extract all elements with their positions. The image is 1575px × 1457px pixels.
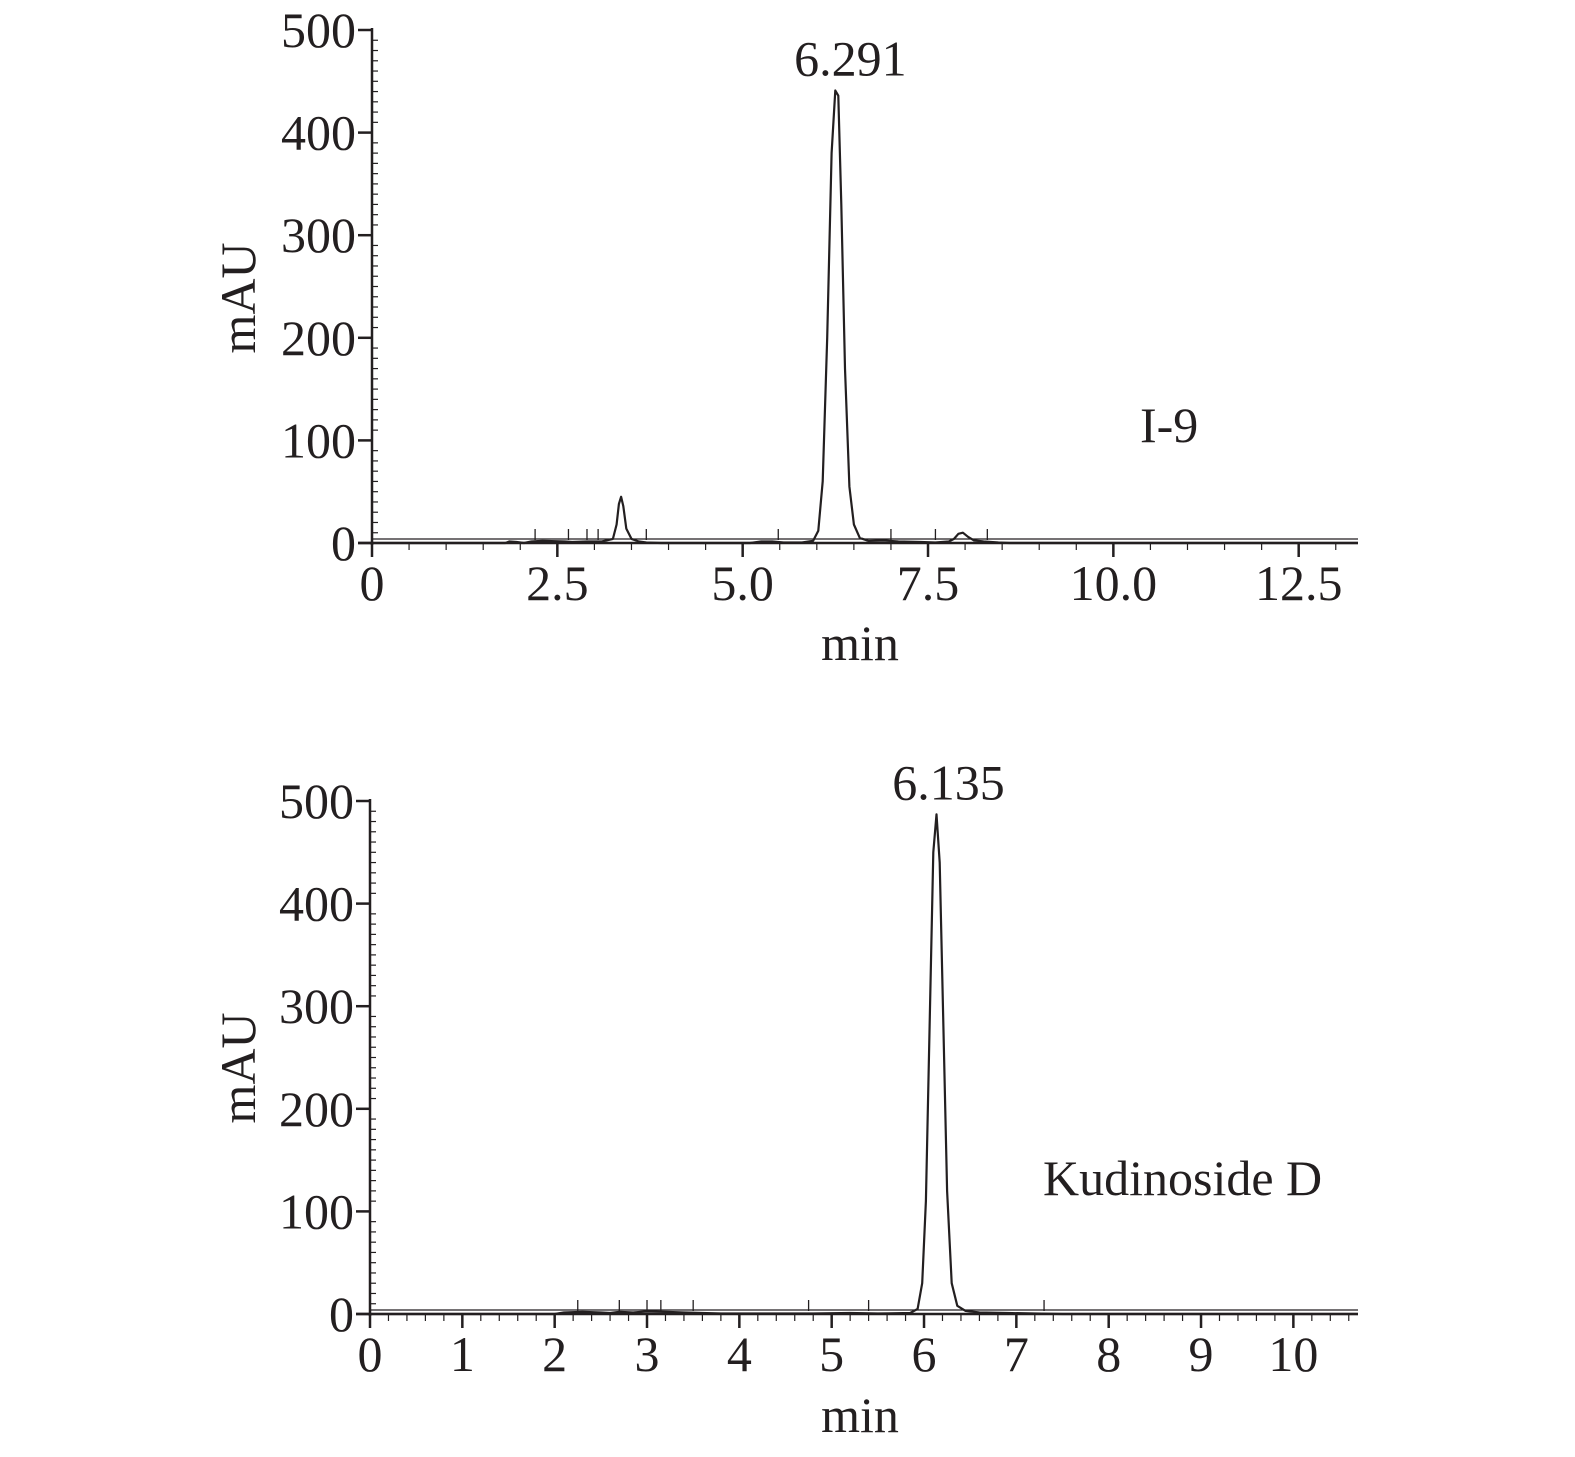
- y-tick-label: 400: [279, 876, 354, 932]
- y-tick-label: 0: [331, 515, 356, 571]
- y-tick-label: 200: [279, 1081, 354, 1137]
- y-tick-label: 300: [281, 207, 356, 263]
- chart-panel-i9: mAU min I-9 6.291 0 100 200 300 400 500 0 2.5 5.…: [210, 2, 1358, 671]
- x-tick-label: 2.5: [526, 555, 589, 611]
- x-tick-label: 6: [912, 1326, 937, 1382]
- x-axis-label: min: [821, 615, 899, 671]
- x-tick-label: 5: [819, 1326, 844, 1382]
- y-axis-label: mAU: [210, 242, 266, 353]
- x-tick-label: 3: [635, 1326, 660, 1382]
- x-axis-label: min: [821, 1387, 899, 1443]
- sample-label: Kudinoside D: [1043, 1150, 1322, 1206]
- chromatogram-trace: [370, 813, 1358, 1316]
- y-tick-label: 500: [281, 2, 356, 58]
- y-tick-label: 200: [281, 310, 356, 366]
- peak-retention-label: 6.135: [892, 754, 1005, 810]
- y-axis-label: mAU: [210, 1012, 266, 1123]
- y-tick-label: 100: [279, 1183, 354, 1239]
- x-tick-label: 5.0: [711, 555, 774, 611]
- x-tick-label: 0: [358, 1326, 383, 1382]
- x-tick-label: 2: [542, 1326, 567, 1382]
- chromatogram-trace: [372, 89, 1358, 545]
- x-tick-label: 0: [360, 555, 385, 611]
- x-tick-label: 9: [1189, 1326, 1214, 1382]
- x-tick-label: 10.0: [1070, 555, 1158, 611]
- x-tick-label: 8: [1096, 1326, 1121, 1382]
- x-tick-label: 10: [1268, 1326, 1318, 1382]
- y-tick-label: 100: [281, 412, 356, 468]
- y-tick-label: 300: [279, 978, 354, 1034]
- y-tick-label: 500: [279, 773, 354, 829]
- sample-label: I-9: [1140, 397, 1198, 453]
- x-tick-label: 7.5: [897, 555, 960, 611]
- y-tick-label: 0: [329, 1286, 354, 1342]
- x-tick-label: 1: [450, 1326, 475, 1382]
- chart-panel-kudinoside-d: mAU min Kudinoside D 6.135 0100200300400…: [210, 754, 1358, 1443]
- x-tick-label: 7: [1004, 1326, 1029, 1382]
- y-tick-label: 400: [281, 105, 356, 161]
- x-tick-label: 4: [727, 1326, 752, 1382]
- x-tick-label: 12.5: [1255, 555, 1343, 611]
- peak-retention-label: 6.291: [794, 31, 907, 87]
